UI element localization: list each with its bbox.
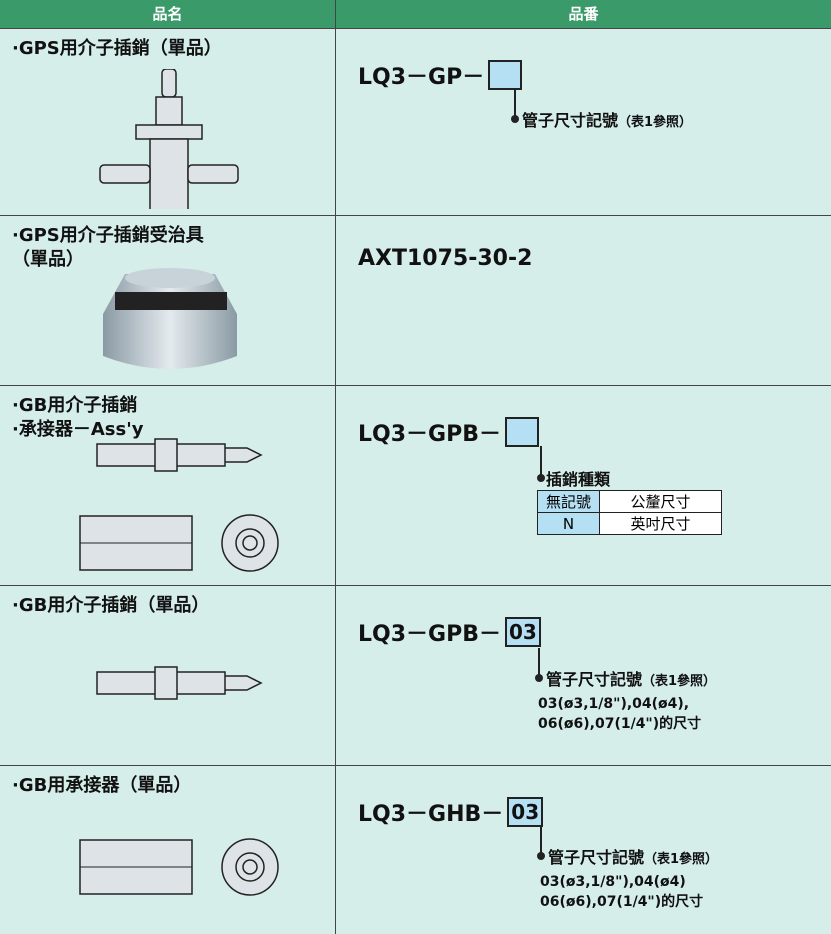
header: 品名 [0,0,336,28]
code: LQ3－GPB－ [358,422,501,447]
part-code: LQ3－GPB－ [358,416,539,448]
callout-text: 管子尺寸記號 [546,670,643,689]
row: ·GPS用介子插銷（單品） LQ3－GP－ 管子尺寸記號（表1參照） [0,28,831,215]
code-box: 03 [507,797,544,827]
row: ·GB用介子插銷 ·承接器－Ass'y LQ3－GPB－ 插銷種類 無記號 公釐尺寸… [0,385,831,585]
header: 品番 [336,0,831,28]
callout: 插銷種類 [546,466,610,490]
option-code: N [536,512,601,535]
illustration [103,268,237,369]
callout: 管子尺寸記號（表1參照） [546,666,716,690]
part-code: AXT1075-30-2 [358,246,532,271]
callout: 管子尺寸記號（表1參照） [548,844,718,868]
illustration [99,69,239,209]
detail-line: 06(ø6),07(1/4")的尺寸 [538,716,702,732]
illustration [79,438,279,572]
callout-ref: （表1參照） [644,852,719,867]
row: ·GB用承接器（單品） LQ3－GHB－ 03 管子尺寸記號（表1參照） 03(ø… [0,765,831,934]
name-line: ·GB用承接器（單品） [12,775,192,796]
row: ·GB用介子插銷（單品） LQ3－GPB－ 03 管子尺寸記號（表1參照） 03(… [0,585,831,765]
callout-ref: （表1參照） [642,674,717,689]
code: LQ3－GPB－ [358,622,501,647]
part-code: LQ3－GPB－ 03 [358,616,541,648]
item-name: ·GB用介子插銷（單品） [12,594,209,618]
part-code: LQ3－GHB－ 03 [358,796,544,828]
name-line: （單品） [12,249,84,270]
illustration [96,666,263,700]
detail-line: 06(ø6),07(1/4")的尺寸 [540,894,704,910]
column-divider [335,0,336,934]
name-line: ·GPS用介子插銷（單品） [12,38,222,59]
callout-ref: （表1參照） [618,115,693,130]
callout-text: 管子尺寸記號 [548,848,645,867]
callout-text: 管子尺寸記號 [522,111,619,130]
item-name: ·GPS用介子插銷（單品） [12,37,222,61]
option-table: 無記號 公釐尺寸 N 英吋尺寸 [536,490,723,535]
code-box [488,60,523,90]
name-line: ·承接器－Ass'y [12,419,144,440]
detail-line: 03(ø3,1/8"),04(ø4), [538,696,690,712]
illustration [79,838,279,896]
part-code: LQ3－GP－ [358,59,523,91]
code-box: 03 [504,617,541,647]
option-code: 無記號 [536,490,601,513]
option-desc: 英吋尺寸 [599,512,723,535]
option-desc: 公釐尺寸 [599,490,723,513]
name-line: ·GPS用介子插銷受治具 [12,225,204,246]
details: 03(ø3,1/8"),04(ø4), 06(ø6),07(1/4")的尺寸 [538,694,701,734]
name-line: ·GB用介子插銷 [12,395,138,416]
details: 03(ø3,1/8"),04(ø4) 06(ø6),07(1/4")的尺寸 [540,872,703,912]
code: LQ3－GHB－ [358,802,504,827]
name-line: ·GB用介子插銷（單品） [12,595,210,616]
detail-line: 03(ø3,1/8"),04(ø4) [540,874,686,890]
row: ·GPS用介子插銷受治具 （單品） AXT1075-30-2 [0,215,831,385]
callout: 管子尺寸記號（表1參照） [522,107,692,131]
callout-text: 插銷種類 [546,470,611,489]
code: LQ3－GP－ [358,65,485,90]
item-name: ·GPS用介子插銷受治具 （單品） [12,224,204,272]
code-box [504,417,539,447]
item-name: ·GB用承接器（單品） [12,774,191,798]
item-name: ·GB用介子插銷 ·承接器－Ass'y [12,394,143,442]
code: AXT1075-30-2 [358,246,533,271]
